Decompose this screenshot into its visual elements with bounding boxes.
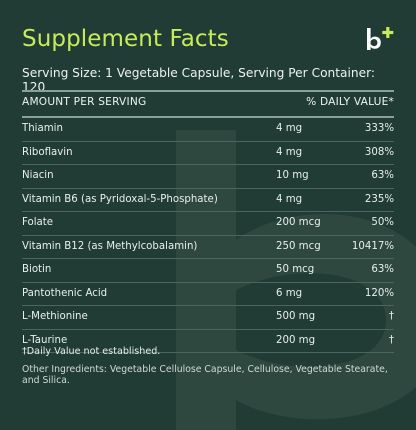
nutrient-amount: 10 mg xyxy=(276,170,309,181)
page-title: Supplement Facts xyxy=(22,26,229,52)
table-top-divider xyxy=(22,90,394,92)
daily-value-footnote: †Daily Value not established. xyxy=(22,346,161,357)
nutrient-amount: 200 mcg xyxy=(276,217,321,228)
nutrient-daily-value: 333% xyxy=(364,123,394,134)
nutrient-name: Vitamin B12 (as Methylcobalamin) xyxy=(22,240,198,252)
brand-watermark-icon xyxy=(176,130,416,430)
nutrient-name: Biotin xyxy=(22,264,52,275)
table-row: Riboflavin 4 mg 308% xyxy=(22,142,394,165)
nutrient-daily-value: 63% xyxy=(371,170,394,181)
nutrient-daily-value: 10417% xyxy=(351,240,394,252)
nutrient-daily-value: † xyxy=(388,311,394,322)
nutrient-name: L-Taurine xyxy=(22,334,68,346)
nutrient-amount: 50 mcg xyxy=(276,264,315,275)
nutrient-amount: 4 mg xyxy=(276,146,303,158)
nutrient-name: Riboflavin xyxy=(22,146,73,158)
nutrient-daily-value: 235% xyxy=(364,193,394,205)
other-ingredients: Other Ingredients: Vegetable Cellulose C… xyxy=(22,364,388,386)
table-row: Pantothenic Acid 6 mg 120% xyxy=(22,283,394,306)
amount-column-header: AMOUNT PER SERVING xyxy=(22,96,147,108)
nutrient-daily-value: 63% xyxy=(371,264,394,275)
nutrient-name: Pantothenic Acid xyxy=(22,287,108,299)
nutrient-name: L-Methionine xyxy=(22,311,88,322)
nutrient-daily-value: 308% xyxy=(364,146,394,158)
nutrient-amount: 500 mg xyxy=(276,311,316,322)
nutrient-name: Vitamin B6 (as Pyridoxal-5-Phosphate) xyxy=(22,193,218,205)
nutrient-daily-value: 50% xyxy=(371,217,394,228)
table-header: AMOUNT PER SERVING % DAILY VALUE* xyxy=(22,96,394,114)
nutrient-daily-value: 120% xyxy=(364,287,394,299)
nutrient-name: Folate xyxy=(22,217,54,228)
nutrient-amount: 4 mg xyxy=(276,193,303,205)
table-row: Niacin 10 mg 63% xyxy=(22,165,394,189)
nutrient-name: Niacin xyxy=(22,170,54,181)
nutrient-name: Thiamin xyxy=(22,123,63,134)
table-row: L-Methionine 500 mg † xyxy=(22,306,394,330)
table-row: Folate 200 mcg 50% xyxy=(22,212,394,236)
nutrient-amount: 200 mg xyxy=(276,334,316,346)
table-row: Biotin 50 mcg 63% xyxy=(22,259,394,283)
nutrient-table: Thiamin 4 mg 333% Riboflavin 4 mg 308% N… xyxy=(22,118,394,353)
table-row: L-Taurine 200 mg † xyxy=(22,330,394,353)
table-header-divider xyxy=(22,116,394,118)
daily-value-column-header: % DAILY VALUE* xyxy=(306,96,394,108)
nutrient-daily-value: † xyxy=(388,334,394,346)
table-row: Vitamin B12 (as Methylcobalamin) 250 mcg… xyxy=(22,236,394,259)
nutrient-amount: 4 mg xyxy=(276,123,303,134)
table-row: Vitamin B6 (as Pyridoxal-5-Phosphate) 4 … xyxy=(22,189,394,212)
nutrient-amount: 250 mcg xyxy=(276,240,321,252)
header: Supplement Facts xyxy=(22,22,394,56)
brand-logo-icon xyxy=(367,27,394,50)
nutrient-amount: 6 mg xyxy=(276,287,303,299)
table-row: Thiamin 4 mg 333% xyxy=(22,118,394,142)
